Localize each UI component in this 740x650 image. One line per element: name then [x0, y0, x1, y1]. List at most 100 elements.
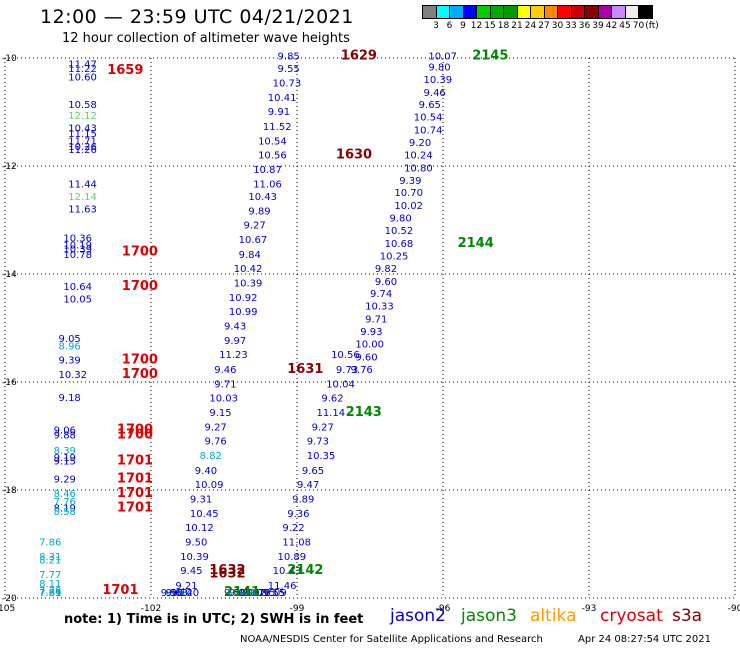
- wave-height-label: 10.09: [258, 588, 287, 599]
- time-label: 2141: [224, 585, 260, 600]
- wave-height-label: 10.35: [307, 451, 336, 462]
- wave-height-label: 9.56: [161, 588, 183, 599]
- wave-height-label: 10.26: [68, 142, 97, 153]
- wave-height-label: 9.62: [321, 393, 343, 404]
- wave-height-label: 8.31: [39, 552, 61, 563]
- wave-height-label: 9.27: [312, 423, 334, 434]
- wave-height-label: 8.21: [39, 555, 61, 566]
- legend-cryosat: cryosat: [600, 606, 663, 626]
- wave-height-label: 8.19: [54, 504, 76, 515]
- wave-height-label: 11.71: [68, 136, 97, 147]
- time-label: 2145: [472, 49, 508, 64]
- wave-height-label: 9.21: [175, 581, 197, 592]
- color-scale-label: 3: [433, 21, 439, 31]
- time-label: 1700: [122, 279, 158, 294]
- wave-height-label: 10.78: [63, 250, 92, 261]
- wave-height-label: 10.09: [195, 480, 224, 491]
- wave-height-label: 10.80: [404, 163, 433, 174]
- wave-height-label: 9.50: [185, 538, 207, 549]
- wave-height-label: 9.27: [243, 221, 265, 232]
- time-label: 1701: [117, 471, 153, 486]
- wave-height-label: 9.15: [209, 408, 231, 419]
- color-scale-label: 39: [592, 21, 604, 31]
- wave-height-label: 10.43: [248, 192, 277, 203]
- wave-height-label: 10.07: [428, 52, 457, 63]
- wave-height-label: 9.71: [365, 315, 387, 326]
- wave-height-label: 11.46: [268, 581, 297, 592]
- y-tick-label: -10: [2, 54, 17, 64]
- time-label: 1701: [102, 583, 138, 598]
- wave-height-label: 10.19: [63, 241, 92, 252]
- wave-height-label: 9.55: [263, 588, 285, 599]
- map-subtitle: 12 hour collection of altimeter wave hei…: [62, 31, 350, 46]
- x-tick-label: -90: [728, 604, 740, 614]
- wave-height-label: 9.58: [224, 588, 246, 599]
- wave-height-label: 10.89: [278, 552, 307, 563]
- time-label: 2143: [346, 405, 382, 420]
- time-label: 2142: [287, 563, 323, 578]
- wave-height-label: 10.36: [63, 234, 92, 245]
- y-tick-label: -14: [2, 270, 17, 280]
- wave-height-label: 11.22: [68, 64, 97, 75]
- wave-height-label: 10.43: [273, 566, 302, 577]
- wave-height-label: 9.40: [195, 466, 217, 477]
- wave-height-label: 9.72: [248, 588, 270, 599]
- wave-height-label: 10.52: [385, 226, 414, 237]
- wave-height-label: 9.22: [282, 523, 304, 534]
- wave-height-label: 9.55: [278, 64, 300, 75]
- wave-height-label: 8.96: [59, 342, 81, 353]
- wave-height-label: 10.43: [68, 123, 97, 134]
- credit-line: NOAA/NESDIS Center for Satellite Applica…: [240, 634, 543, 645]
- wave-height-label: 7.76: [54, 497, 76, 508]
- wave-height-label: 9.63: [166, 588, 188, 599]
- color-scale-label: (ft): [645, 21, 659, 31]
- wave-height-label: 9.84: [239, 250, 261, 261]
- wave-height-label: 8.88: [234, 588, 256, 599]
- wave-height-label: 10.56: [258, 150, 287, 161]
- wave-height-label: 9.97: [224, 336, 246, 347]
- color-scale-label: 36: [578, 21, 591, 31]
- map-title: 12:00 — 23:59 UTC 04/21/2021: [40, 6, 354, 28]
- wave-height-label: 9.91: [268, 107, 290, 118]
- wave-height-label: 10.54: [414, 113, 443, 124]
- wave-height-label: 11.52: [263, 122, 292, 133]
- wave-height-label: 9.73: [307, 437, 329, 448]
- wave-height-label: 10.02: [394, 201, 423, 212]
- wave-height-label: 10.54: [258, 136, 287, 147]
- color-scale-label: 27: [538, 21, 550, 31]
- wave-height-label: 10.87: [253, 165, 282, 176]
- time-label: 2144: [458, 236, 494, 251]
- wave-height-label: 9.82: [375, 264, 397, 275]
- footnote: note: 1) Time is in UTC; 2) SWH is in fe…: [64, 612, 364, 627]
- wave-height-label: 9.45: [180, 566, 202, 577]
- time-label: 1631: [287, 362, 323, 377]
- legend-jason3: jason3: [461, 606, 517, 626]
- wave-height-label: 11.15: [68, 129, 97, 140]
- wave-height-label: 9.80: [428, 62, 450, 73]
- y-tick-label: -20: [2, 594, 17, 604]
- wave-height-label: 9.89: [248, 207, 270, 218]
- wave-height-label: 11.47: [68, 60, 97, 71]
- wave-height-label: 8.80: [166, 588, 188, 599]
- wave-height-label: 10.67: [239, 235, 268, 246]
- wave-height-label: 10.56: [331, 350, 360, 361]
- wave-height-label: 10.58: [68, 100, 97, 111]
- wave-height-label: 7.39: [39, 588, 61, 599]
- wave-height-label: 9.39: [59, 356, 81, 367]
- wave-height-label: 9.71: [214, 379, 236, 390]
- color-scale-cell: [638, 5, 653, 19]
- x-tick-label: -102: [141, 604, 161, 614]
- wave-height-label: 10.60: [68, 73, 97, 84]
- time-label: 1701: [117, 486, 153, 501]
- wave-height-label: 9.80: [389, 214, 411, 225]
- wave-height-label: 10.99: [229, 307, 258, 318]
- wave-height-label: 10.39: [424, 75, 453, 86]
- wave-height-label: 10.42: [234, 264, 263, 275]
- wave-height-label: 7.78: [39, 586, 61, 597]
- wave-height-label: 10.25: [380, 251, 409, 262]
- wave-height-label: 9.60: [375, 277, 397, 288]
- wave-height-label: 9.47: [297, 480, 319, 491]
- time-label: 1632: [209, 563, 245, 578]
- legend-s3a: s3a: [672, 606, 703, 626]
- wave-height-label: 9.60: [355, 352, 377, 363]
